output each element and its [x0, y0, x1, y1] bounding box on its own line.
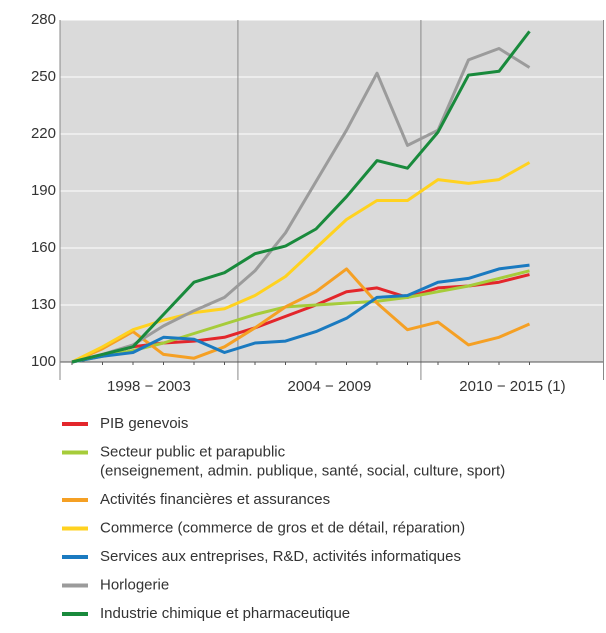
- legend-label: Activités financières et assurances: [100, 491, 330, 508]
- series-line: [71, 47, 531, 364]
- series-line: [71, 263, 530, 364]
- legend-label: Secteur public et parapublic: [100, 443, 286, 460]
- series-line: [71, 269, 530, 364]
- legend-label: Industrie chimique et pharmaceutique: [100, 605, 350, 622]
- legend-label: Horlogerie: [100, 576, 169, 593]
- y-tick-label: 250: [31, 68, 56, 85]
- series-line: [71, 161, 531, 364]
- y-tick-label: 280: [31, 11, 56, 28]
- series-line: [71, 267, 531, 364]
- x-group-label: 2004 − 2009: [287, 378, 371, 395]
- x-group-label: 1998 − 2003: [107, 378, 191, 395]
- y-tick-label: 130: [31, 296, 56, 313]
- legend-label: PIB genevois: [100, 415, 188, 432]
- y-tick-label: 160: [31, 239, 56, 256]
- series-line: [71, 30, 531, 364]
- legend-label: Services aux entreprises, R&D, activités…: [100, 548, 461, 565]
- legend-label: (enseignement, admin. publique, santé, s…: [100, 462, 505, 479]
- y-tick-label: 190: [31, 182, 56, 199]
- x-group-label: 2010 − 2015 (1): [459, 378, 565, 395]
- y-tick-label: 220: [31, 125, 56, 142]
- y-tick-label: 100: [31, 353, 56, 370]
- legend-label: Commerce (commerce de gros et de détail,…: [100, 519, 465, 536]
